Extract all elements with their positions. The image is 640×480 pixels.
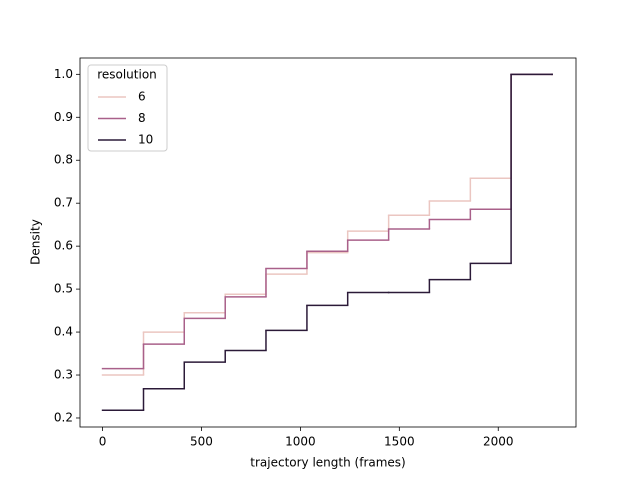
x-tick-label: 1000 bbox=[285, 435, 316, 449]
legend-label: 10 bbox=[138, 133, 153, 147]
x-tick-label: 2000 bbox=[483, 435, 514, 449]
y-tick-label: 0.7 bbox=[54, 196, 73, 210]
x-axis-label: trajectory length (frames) bbox=[250, 456, 405, 470]
y-axis-label: Density bbox=[29, 219, 43, 265]
legend-label: 8 bbox=[138, 111, 146, 125]
y-tick-label: 0.2 bbox=[54, 410, 73, 424]
y-tick-label: 1.0 bbox=[54, 67, 73, 81]
axes-frame bbox=[79, 57, 577, 428]
legend-title: resolution bbox=[97, 68, 157, 82]
y-tick-label: 0.6 bbox=[54, 239, 73, 253]
y-tick-label: 0.8 bbox=[54, 153, 73, 167]
legend-label: 6 bbox=[138, 90, 146, 104]
x-tick-label: 500 bbox=[190, 435, 213, 449]
y-tick-label: 0.5 bbox=[54, 282, 73, 296]
y-tick-label: 0.3 bbox=[54, 368, 73, 382]
x-tick-label: 1500 bbox=[384, 435, 415, 449]
y-tick-label: 0.4 bbox=[54, 325, 73, 339]
y-tick-label: 0.9 bbox=[54, 110, 73, 124]
x-tick-label: 0 bbox=[99, 435, 107, 449]
legend-box bbox=[87, 64, 168, 152]
